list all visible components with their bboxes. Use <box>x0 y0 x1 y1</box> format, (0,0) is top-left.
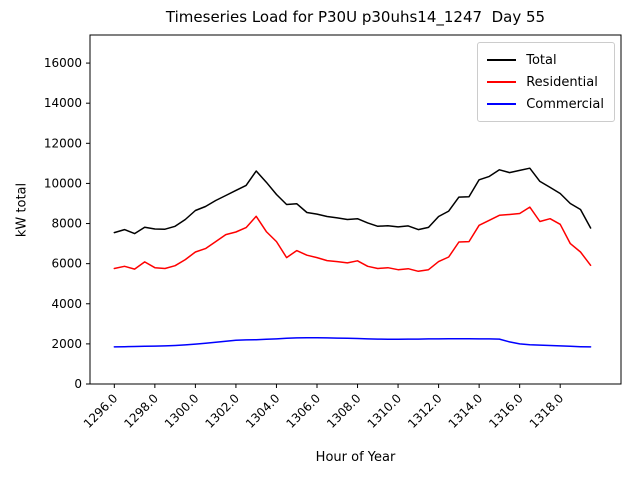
y-tick-label: 8000 <box>51 217 82 231</box>
x-tick-label: 1296.0 <box>81 391 121 431</box>
axes-frame <box>89 34 622 385</box>
legend-label-residential: Residential <box>526 74 598 90</box>
chart-title: Timeseries Load for P30U p30uhs14_1247 D… <box>165 8 546 26</box>
y-tick-label: 2000 <box>51 337 82 351</box>
legend-line-residential <box>487 81 517 83</box>
x-tick-label: 1318.0 <box>527 391 567 431</box>
x-tick-label: 1306.0 <box>284 391 324 431</box>
x-tick-label: 1308.0 <box>324 391 364 431</box>
x-tick-label: 1298.0 <box>121 391 161 431</box>
x-tick-label: 1312.0 <box>405 391 445 431</box>
x-tick-label: 1302.0 <box>202 391 242 431</box>
x-tick-label: 1310.0 <box>365 391 405 431</box>
legend-label-commercial: Commercial <box>526 96 604 112</box>
y-tick-label: 14000 <box>44 96 82 110</box>
legend-item-commercial: Commercial <box>487 93 604 115</box>
y-tick-label: 16000 <box>44 56 82 70</box>
legend-line-commercial <box>487 103 517 105</box>
y-tick-label: 4000 <box>51 297 82 311</box>
x-tick-label: 1300.0 <box>162 391 202 431</box>
y-tick-label: 10000 <box>44 176 82 190</box>
series-line-commercial <box>113 336 592 348</box>
series-line-residential <box>113 206 592 273</box>
x-tick-label: 1316.0 <box>486 391 526 431</box>
y-tick-label: 6000 <box>51 257 82 271</box>
x-tick-label: 1304.0 <box>243 391 283 431</box>
y-tick-label: 0 <box>74 377 82 391</box>
x-tick-label: 1314.0 <box>446 391 486 431</box>
legend: Total Residential Commercial <box>477 42 615 122</box>
legend-line-total <box>487 59 517 61</box>
series-line-total <box>113 167 592 235</box>
legend-item-residential: Residential <box>487 71 604 93</box>
legend-item-total: Total <box>487 49 604 71</box>
x-axis-label: Hour of Year <box>315 450 396 465</box>
legend-label-total: Total <box>526 52 557 68</box>
y-tick-label: 12000 <box>44 136 82 150</box>
